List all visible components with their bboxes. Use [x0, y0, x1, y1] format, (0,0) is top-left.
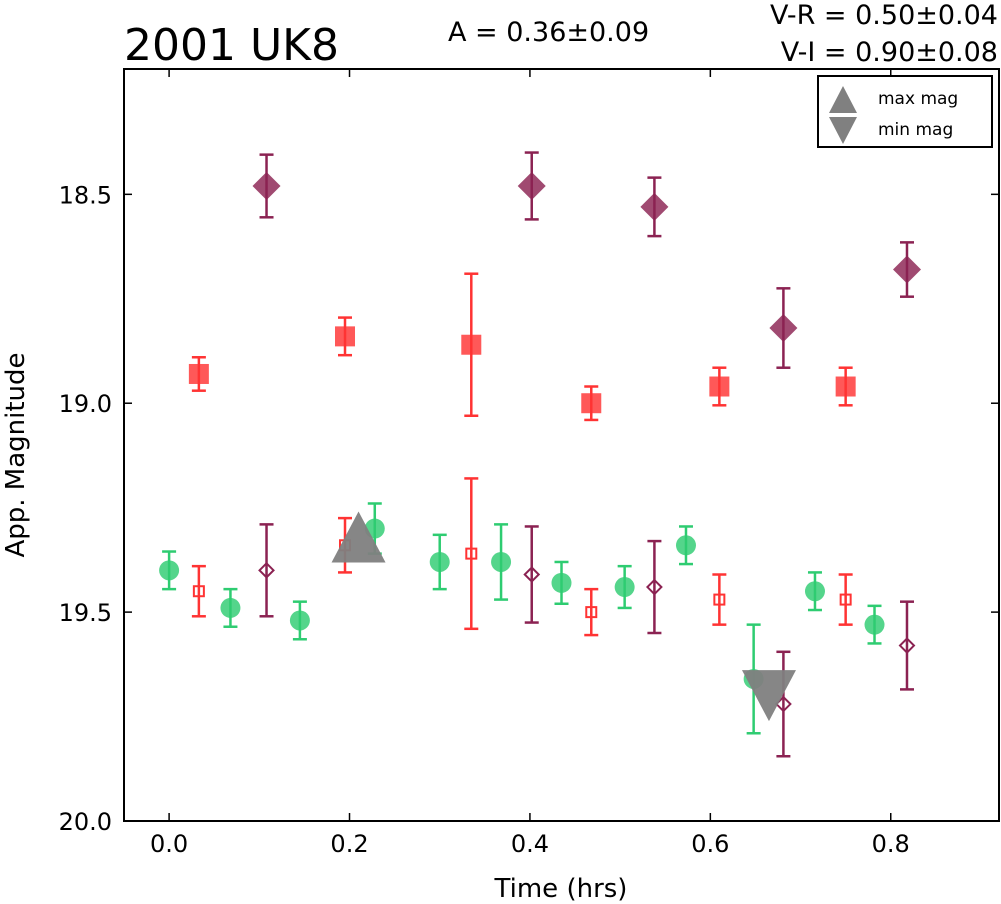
- square-marker: [581, 393, 602, 414]
- data-point: [191, 564, 206, 618]
- x-tick-label: 0.4: [511, 830, 549, 858]
- data-point: [774, 650, 792, 758]
- data-point: [252, 153, 281, 219]
- legend: max mag min mag: [817, 75, 993, 148]
- data-point: [709, 366, 730, 407]
- circle-marker: [804, 581, 825, 602]
- y-axis-label: App. Magnitude: [1, 352, 31, 557]
- data-point: [461, 272, 482, 418]
- data-point: [584, 587, 599, 637]
- min-mag-marker: [741, 670, 796, 722]
- data-point: [581, 385, 602, 422]
- x-tick-label: 0.2: [330, 830, 368, 858]
- color-index-vr: V-R = 0.50±0.04: [770, 0, 998, 31]
- y-tick-label: 19.5: [59, 599, 112, 627]
- diamond-marker: [517, 171, 546, 200]
- data-point: [429, 533, 450, 591]
- diamond-marker: [523, 566, 541, 583]
- square-marker: [192, 585, 205, 598]
- x-tick-label: 0.0: [150, 830, 188, 858]
- square-marker: [709, 376, 730, 397]
- square-marker: [713, 593, 726, 606]
- circle-marker: [551, 572, 572, 593]
- data-point: [675, 525, 696, 566]
- diamond-marker: [258, 561, 275, 579]
- diamond-marker: [645, 578, 663, 596]
- data-point: [551, 560, 572, 606]
- y-tick-label: 19.0: [59, 390, 112, 418]
- data-point: [159, 550, 180, 591]
- circle-marker: [675, 535, 696, 556]
- x-tick-label: 0.8: [872, 830, 910, 858]
- data-point: [835, 366, 856, 407]
- diamond-marker: [892, 255, 921, 284]
- data-point: [614, 564, 635, 610]
- data-point: [769, 287, 798, 369]
- diamond-marker: [252, 171, 281, 200]
- plot-area: [159, 151, 921, 758]
- data-point: [491, 523, 512, 601]
- data-point: [864, 604, 885, 645]
- legend-label-max-mag: max mag: [878, 89, 958, 109]
- data-point: [898, 600, 916, 691]
- square-marker: [465, 547, 478, 560]
- square-marker: [839, 593, 852, 606]
- square-marker: [335, 326, 356, 347]
- color-index-vi: V-I = 0.90±0.08: [781, 37, 998, 68]
- axes: 0.0 0.2 0.4 0.6 0.8 18.5 19.0 19.5 20.0: [59, 69, 999, 858]
- plot-frame: [123, 68, 1000, 822]
- diamond-marker: [898, 637, 916, 654]
- data-point: [640, 176, 669, 238]
- square-marker: [461, 334, 482, 355]
- y-tick-label: 18.5: [59, 181, 112, 209]
- amplitude-text: A = 0.36±0.09: [448, 17, 649, 48]
- max-mag-marker: [331, 511, 386, 563]
- data-point: [712, 573, 727, 626]
- data-point: [517, 151, 546, 221]
- max-mag-legend-icon: [829, 86, 857, 113]
- y-tick-label: 20.0: [59, 808, 112, 836]
- data-point: [804, 571, 825, 612]
- circle-marker: [289, 610, 310, 631]
- x-tick-label: 0.6: [691, 830, 729, 858]
- circle-marker: [220, 597, 241, 618]
- data-point: [892, 241, 921, 298]
- data-point: [838, 573, 853, 626]
- data-point: [220, 587, 241, 628]
- legend-label-min-mag: min mag: [878, 120, 953, 140]
- data-point: [289, 600, 310, 641]
- circle-marker: [491, 551, 512, 572]
- data-point: [258, 523, 275, 618]
- data-point: [523, 525, 541, 624]
- square-marker: [835, 376, 856, 397]
- data-point: [464, 477, 479, 631]
- data-point: [645, 539, 663, 635]
- circle-marker: [429, 551, 450, 572]
- min-mag-legend-icon: [829, 117, 857, 144]
- chart-title: 2001 UK8: [124, 20, 339, 71]
- x-axis-label: Time (hrs): [494, 874, 628, 904]
- circle-marker: [864, 614, 885, 635]
- diamond-marker: [769, 314, 798, 343]
- circle-marker: [159, 560, 180, 581]
- data-point: [188, 356, 209, 392]
- square-marker: [188, 363, 209, 384]
- circle-marker: [614, 577, 635, 598]
- square-marker: [585, 606, 598, 619]
- diamond-marker: [640, 192, 669, 221]
- data-point: [335, 316, 356, 357]
